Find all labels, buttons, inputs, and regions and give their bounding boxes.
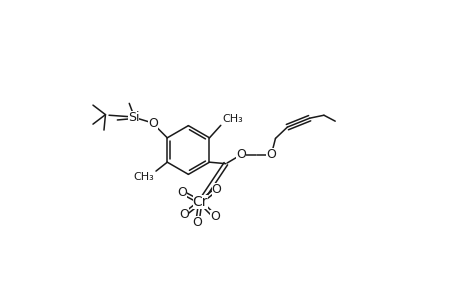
- Text: Cr: Cr: [192, 195, 207, 209]
- Text: CH₃: CH₃: [222, 113, 243, 124]
- Text: O: O: [177, 186, 186, 199]
- Text: Si: Si: [128, 111, 139, 124]
- Text: CH₃: CH₃: [134, 172, 154, 182]
- Text: O: O: [210, 210, 219, 223]
- Text: O: O: [179, 208, 188, 221]
- Text: O: O: [211, 183, 221, 196]
- Text: O: O: [148, 117, 157, 130]
- Text: O: O: [192, 216, 202, 229]
- Text: O: O: [236, 148, 246, 161]
- Text: O: O: [265, 148, 275, 161]
